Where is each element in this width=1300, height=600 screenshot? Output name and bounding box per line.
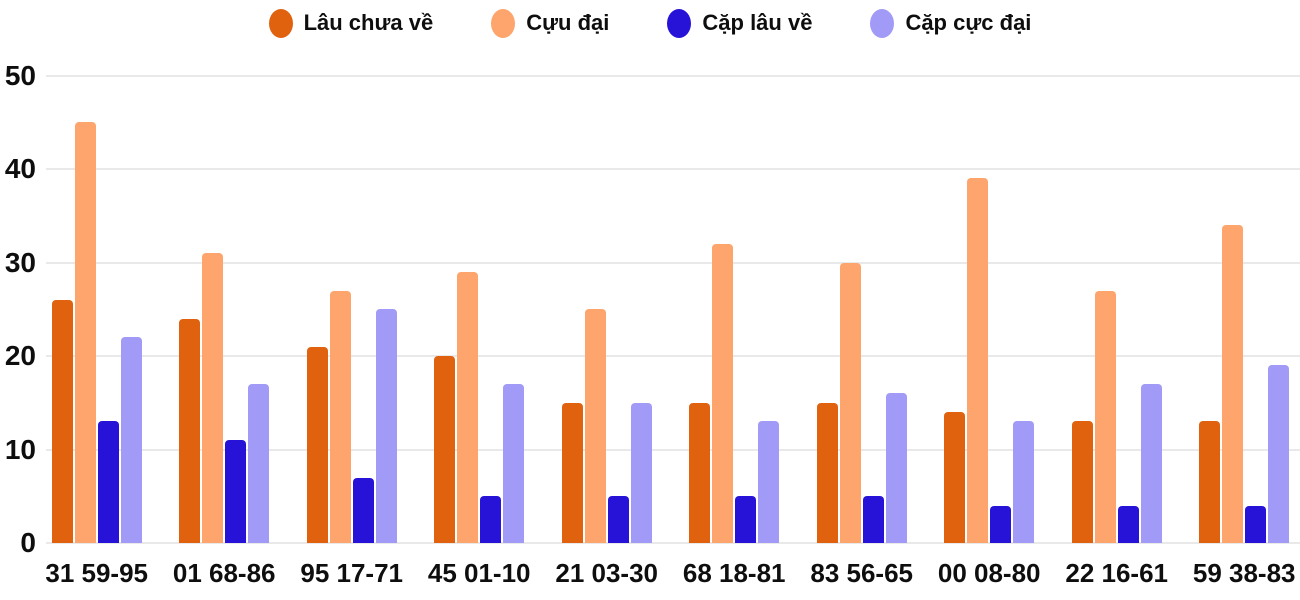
legend-item-cap-cuc-dai[interactable]: Cặp cực đại [870, 8, 1032, 38]
bar [816, 402, 838, 543]
bar [689, 402, 711, 543]
legend-item-cuu-dai[interactable]: Cựu đại [491, 8, 610, 38]
bar [630, 402, 652, 543]
legend-swatch-icon [667, 8, 692, 38]
x-category-label: 45 01-10 [427, 558, 531, 588]
y-tick-label: 50 [4, 59, 36, 91]
bar [1140, 384, 1162, 543]
y-tick-label: 20 [4, 340, 36, 371]
legend-label: Cựu đại [526, 10, 610, 35]
bar [480, 496, 502, 543]
bar [457, 271, 479, 543]
y-tick-label: 40 [4, 153, 36, 184]
bar [967, 178, 989, 543]
gridline [46, 448, 1300, 451]
bar [352, 477, 374, 543]
bar [1222, 225, 1244, 543]
y-tick-label: 0 [20, 527, 36, 558]
x-category-label: 01 68-86 [172, 558, 276, 588]
legend-swatch-icon [491, 8, 516, 38]
legend-label: Cặp lâu về [702, 10, 813, 35]
legend-swatch-icon [268, 8, 293, 38]
gridline [46, 74, 1300, 77]
bar [1094, 290, 1116, 543]
gridline [46, 261, 1300, 264]
x-category-label: 68 18-81 [682, 558, 786, 588]
x-category-label: 00 08-80 [937, 558, 1041, 588]
bar [1117, 505, 1139, 543]
x-category-label: 21 03-30 [555, 558, 659, 588]
legend-label: Cặp cực đại [905, 10, 1032, 35]
bar [712, 243, 734, 543]
chart-legend: Lâu chưa về Cựu đại Cặp lâu về Cặp cực đ… [0, 6, 1300, 40]
bar [735, 496, 757, 543]
x-category-label: 59 38-83 [1192, 558, 1296, 588]
bar [375, 309, 397, 543]
gridline [46, 168, 1300, 170]
bar [120, 337, 142, 543]
bar [561, 402, 583, 543]
bar [329, 290, 351, 543]
bar [862, 496, 884, 543]
gridline [46, 355, 1300, 357]
bar [74, 122, 96, 543]
legend-swatch-icon [870, 8, 895, 38]
bar [179, 318, 201, 543]
bar [202, 253, 224, 543]
x-category-label: 83 56-65 [810, 558, 914, 588]
legend-item-lau-chua-ve[interactable]: Lâu chưa về [268, 8, 434, 38]
x-category-label: 22 16-61 [1065, 558, 1169, 588]
bar [1268, 365, 1290, 543]
bar [944, 412, 966, 543]
bar [306, 346, 328, 543]
bar [758, 421, 780, 543]
bar [839, 262, 861, 543]
bar [1245, 505, 1267, 543]
bar [607, 496, 629, 543]
x-category-label: 95 17-71 [300, 558, 404, 588]
bar [1013, 421, 1035, 543]
y-tick-label: 30 [4, 246, 36, 278]
bar [51, 299, 73, 543]
gridline [46, 542, 1300, 544]
bar [1199, 421, 1221, 543]
bar [248, 384, 270, 543]
legend-label: Lâu chưa về [303, 10, 434, 35]
bar [97, 421, 119, 543]
bar [225, 440, 247, 543]
bar [885, 393, 907, 543]
bar [503, 384, 525, 543]
legend-item-cap-lau-ve[interactable]: Cặp lâu về [667, 8, 813, 38]
bar [990, 505, 1012, 543]
x-category-label: 31 59-95 [45, 558, 149, 588]
y-tick-label: 10 [4, 433, 36, 465]
bar [1071, 421, 1093, 543]
bar [584, 309, 606, 543]
bar [434, 356, 456, 543]
